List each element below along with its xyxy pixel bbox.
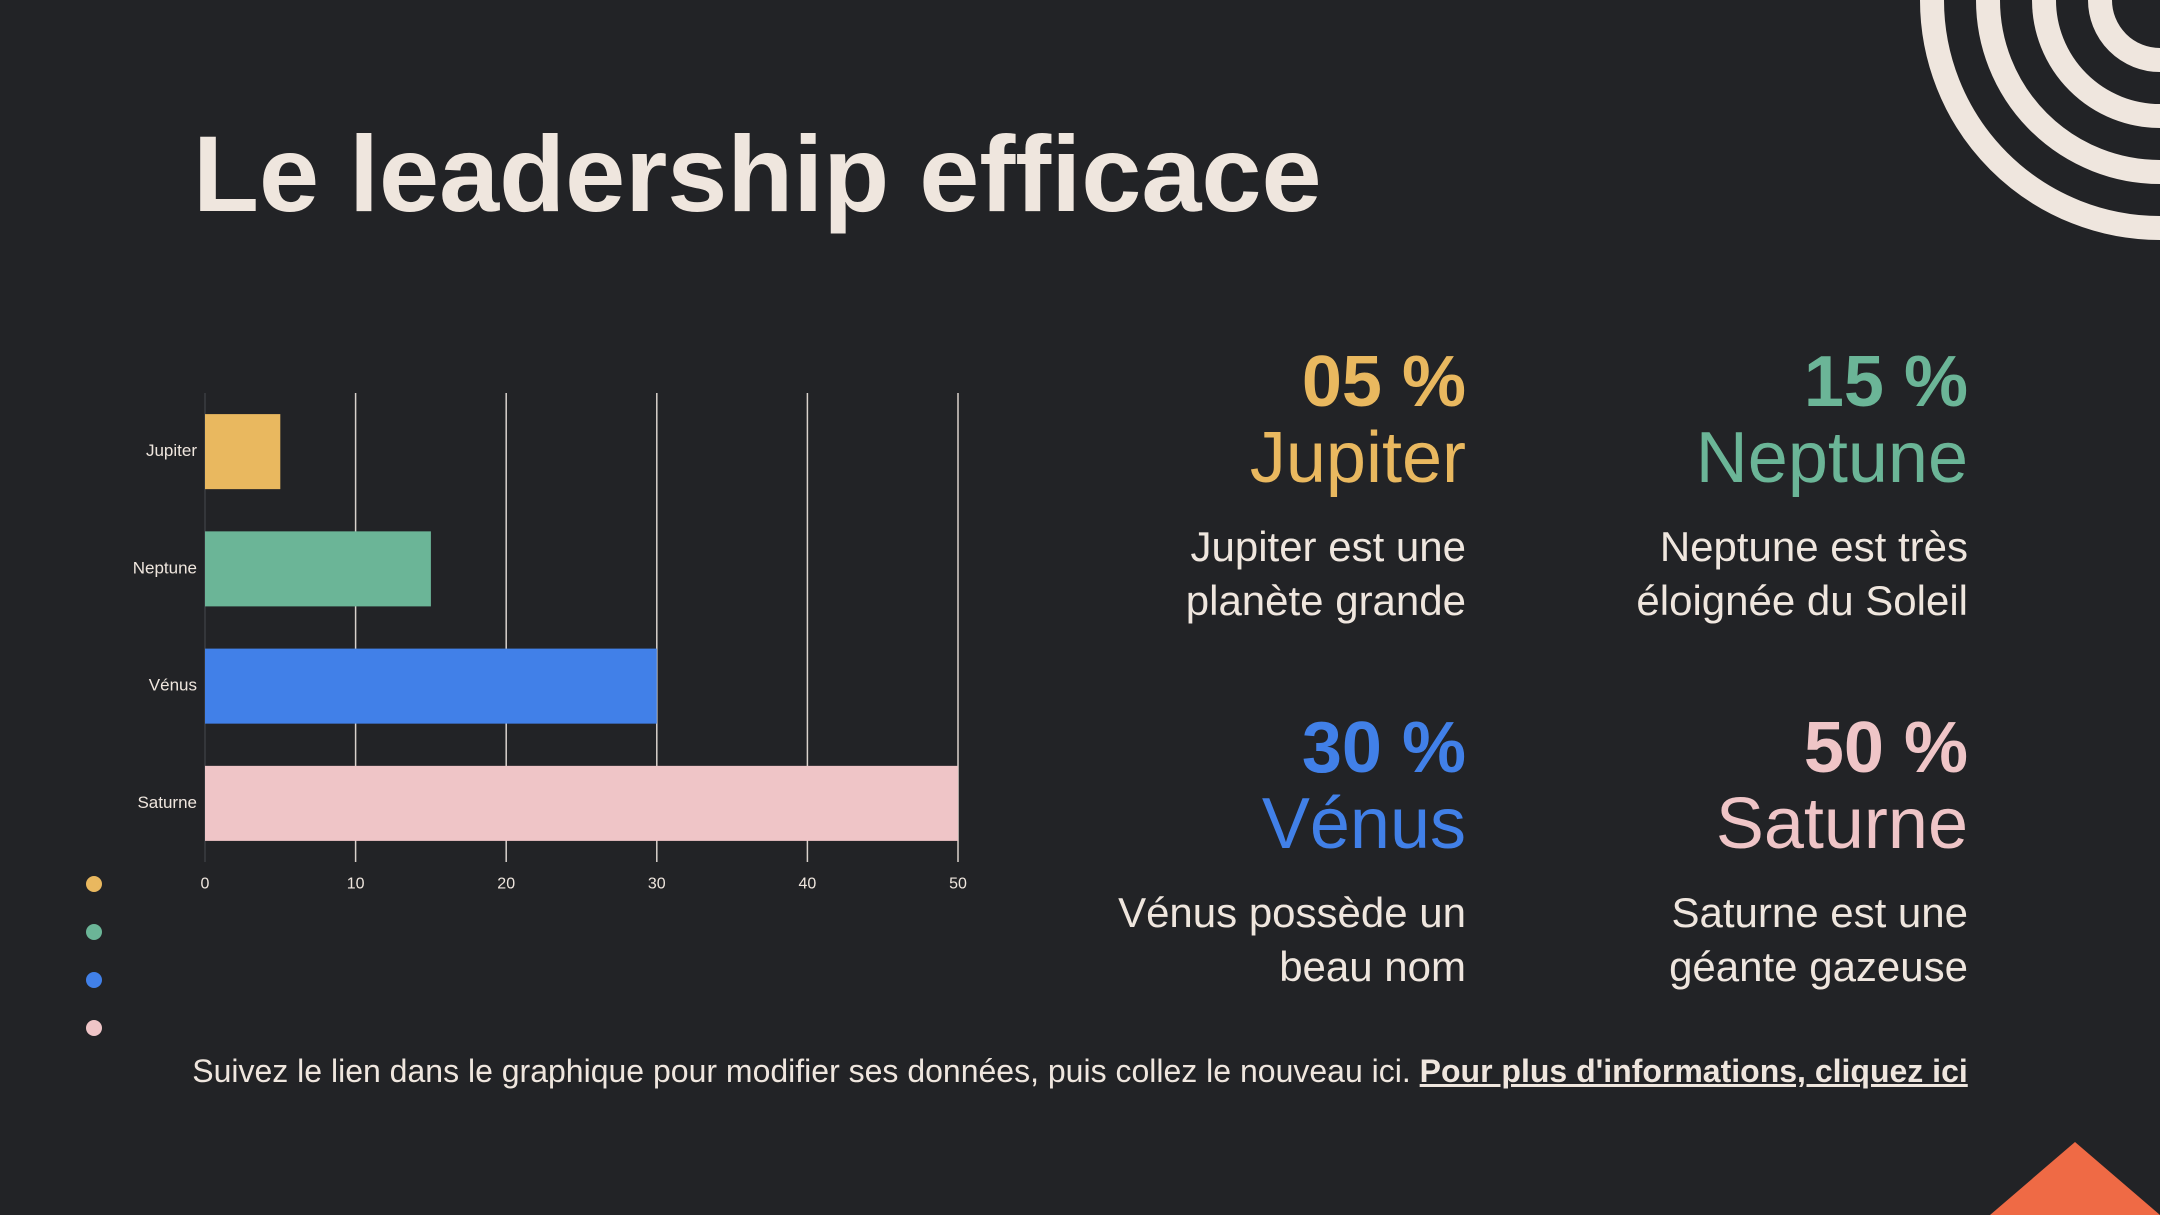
stat-description: Jupiter est une planète grande: [906, 520, 1466, 628]
legend-dot-venus: [86, 972, 102, 988]
stat-planet-name: Vénus: [1261, 784, 1466, 864]
orange-triangle-decoration: [1990, 1142, 2160, 1215]
y-category-label: Saturne: [137, 793, 197, 812]
stat-planet-name: Saturne: [1715, 784, 1968, 864]
concentric-arcs-decoration: [1920, 0, 2160, 240]
bar-jupiter: [205, 414, 281, 490]
y-category-label: Jupiter: [146, 441, 197, 460]
bar-neptune: [205, 531, 431, 607]
stat-percentage: 05 %: [1301, 342, 1466, 422]
x-tick-label: 0: [201, 875, 210, 892]
footer-note: Suivez le lien dans le graphique pour mo…: [0, 1053, 2160, 1090]
chart-legend: [86, 876, 106, 1068]
arc-ring-4: [2088, 0, 2160, 72]
stat-description-line: Jupiter est une: [1190, 523, 1466, 570]
legend-dot-neptune: [86, 924, 102, 940]
stat-planet-name: Jupiter: [1249, 418, 1466, 498]
footer-text: Suivez le lien dans le graphique pour mo…: [192, 1053, 1420, 1089]
stat-percentage: 15 %: [1803, 342, 1968, 422]
x-tick-label: 30: [648, 875, 666, 892]
bar-vénus: [205, 648, 657, 724]
stat-neptune: 15 % Neptune Neptune est très éloignée d…: [1408, 344, 1968, 628]
stat-description-line: géante gazeuse: [1669, 943, 1968, 990]
y-category-label: Vénus: [149, 676, 197, 695]
stat-venus: 30 % Vénus Vénus possède un beau nom: [906, 710, 1466, 994]
stat-description: Saturne est une géante gazeuse: [1408, 886, 1968, 994]
stat-description: Vénus possède un beau nom: [906, 886, 1466, 994]
stat-description-line: éloignée du Soleil: [1636, 577, 1968, 624]
more-info-link[interactable]: Pour plus d'informations, cliquez ici: [1419, 1053, 1968, 1089]
stat-percentage: 30 %: [1301, 708, 1466, 788]
y-category-label: Neptune: [133, 558, 197, 577]
stat-jupiter: 05 % Jupiter Jupiter est une planète gra…: [906, 344, 1466, 628]
stat-description-line: Vénus possède un: [1118, 889, 1466, 936]
stat-planet-name: Neptune: [1695, 418, 1968, 498]
bar-saturne: [205, 765, 958, 841]
x-tick-label: 10: [347, 875, 365, 892]
x-tick-label: 40: [799, 875, 817, 892]
stat-description-line: beau nom: [1279, 943, 1466, 990]
legend-dot-saturne: [86, 1020, 102, 1036]
legend-dot-jupiter: [86, 876, 102, 892]
x-tick-label: 20: [497, 875, 515, 892]
page-title: Le leadership efficace: [193, 113, 1322, 234]
stat-description-line: Neptune est très: [1659, 523, 1968, 570]
stat-description-line: planète grande: [1185, 577, 1466, 624]
stat-percentage: 50 %: [1803, 708, 1968, 788]
stat-description: Neptune est très éloignée du Soleil: [1408, 520, 1968, 628]
x-tick-label: 50: [949, 875, 967, 892]
stat-saturne: 50 % Saturne Saturne est une géante gaze…: [1408, 710, 1968, 994]
bar-chart[interactable]: 0 10 20 30 40 50 Jupiter Neptune Vénus Saturne: [100, 380, 1000, 900]
stat-description-line: Saturne est une: [1671, 889, 1968, 936]
